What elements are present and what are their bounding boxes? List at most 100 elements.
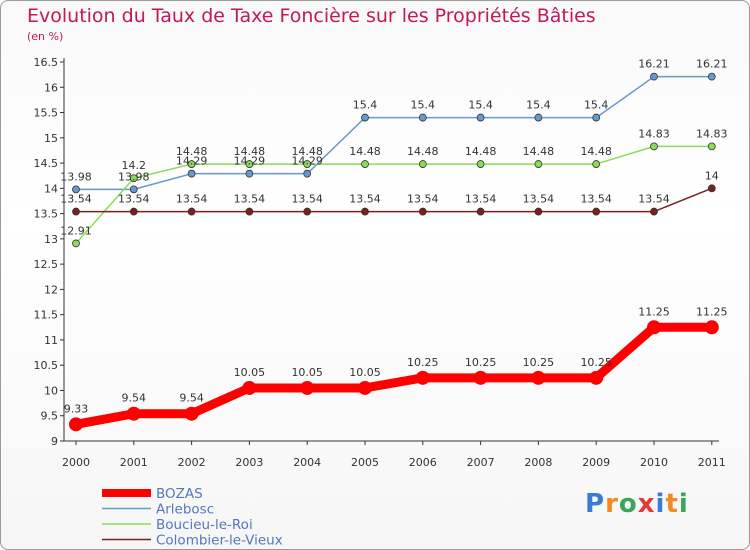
data-label: 9.33: [64, 402, 89, 415]
data-point: [707, 142, 716, 151]
data-label: 14.48: [465, 145, 497, 158]
data-point: [650, 142, 658, 151]
y-tick-label: 16: [44, 81, 58, 94]
data-point: [473, 370, 488, 385]
data-label: 14.29: [176, 155, 208, 168]
data-label: 13.54: [580, 193, 612, 206]
y-tick-label: 14.5: [34, 157, 59, 170]
series-line-bozas: [75, 322, 712, 429]
y-tick-label: 15.5: [34, 107, 59, 120]
data-label: 16.21: [696, 58, 728, 71]
data-label: 14.83: [696, 127, 728, 140]
chart-title: Evolution du Taux de Taxe Foncière sur l…: [27, 5, 596, 27]
data-label: 14.29: [234, 155, 266, 168]
data-point: [531, 370, 546, 385]
data-point: [361, 207, 369, 216]
y-tick-label: 9.5: [41, 410, 59, 423]
data-point: [300, 380, 315, 395]
data-label: 10.25: [465, 356, 497, 369]
y-tick-label: 9: [51, 435, 58, 448]
data-point: [69, 417, 83, 432]
data-point: [303, 207, 312, 216]
data-label: 9.54: [122, 392, 147, 405]
data-point: [72, 239, 80, 248]
data-point: [415, 370, 430, 385]
data-point: [650, 207, 658, 216]
logo-letter: i: [678, 489, 689, 519]
data-point: [129, 207, 138, 216]
legend: BOZASArleboscBoucieu-le-RoiColombier-le-…: [102, 486, 283, 549]
data-label: 13.54: [118, 193, 150, 206]
data-point: [589, 370, 604, 385]
data-label: 14.48: [291, 145, 323, 158]
data-label: 13.54: [465, 193, 497, 206]
data-point: [72, 185, 80, 194]
data-point: [303, 160, 312, 168]
data-label: 15.4: [353, 99, 378, 112]
data-label: 10.05: [291, 366, 323, 379]
x-tick-label: 2005: [351, 456, 379, 469]
data-point: [126, 406, 141, 421]
x-tick-label: 2004: [293, 456, 321, 469]
data-label: 13.54: [176, 193, 208, 206]
y-tick-label: 15: [44, 132, 58, 145]
y-tick-label: 16.5: [34, 56, 59, 69]
x-tick-label: 2000: [62, 456, 90, 469]
data-point: [707, 72, 716, 81]
x-tick-label: 2009: [582, 456, 610, 469]
data-label: 15.4: [584, 99, 609, 112]
data-point: [129, 185, 138, 194]
legend-label: Boucieu-le-Roi: [156, 517, 253, 533]
logo-letter: t: [665, 489, 679, 519]
y-tick-label: 13: [44, 233, 58, 246]
data-label: 13.54: [234, 193, 266, 206]
data-label: 13.54: [523, 193, 555, 206]
data-point: [358, 380, 372, 395]
data-label: 10.05: [234, 366, 266, 379]
data-label: 15.4: [411, 99, 436, 112]
data-label: 9.54: [179, 392, 204, 405]
data-point: [476, 113, 485, 122]
y-tick-label: 12: [44, 283, 58, 296]
data-label: 10.25: [580, 356, 612, 369]
legend-label: Colombier-le-Vieux: [156, 533, 283, 549]
series-line-colombier-le-vieux: [76, 187, 713, 213]
y-tick-label: 10: [44, 384, 58, 397]
data-label: 13.54: [60, 193, 92, 206]
data-point: [187, 207, 196, 216]
data-point: [245, 160, 254, 168]
x-tick-label: 2002: [178, 456, 206, 469]
data-point: [187, 160, 196, 168]
x-tick-label: 2010: [640, 456, 668, 469]
data-label: 13.98: [60, 170, 92, 183]
data-label: 13.98: [118, 170, 150, 183]
y-tick-label: 11: [44, 334, 58, 347]
data-label: 14.48: [349, 145, 381, 158]
logo-letter: i: [655, 489, 666, 519]
data-point: [361, 160, 369, 168]
data-labels-layer: 13.98 13.98 14.29 14.29 14.29 15.4 15.4 15.4 15.…: [60, 58, 727, 416]
data-label: 14.48: [234, 145, 266, 158]
series-line-boucieu-le-roi: [75, 145, 712, 244]
chart-subtitle: (en %): [27, 30, 64, 43]
data-label: 14: [705, 169, 719, 182]
data-label: 10.05: [349, 366, 381, 379]
data-point: [361, 113, 369, 122]
data-label: 13.54: [349, 193, 381, 206]
data-point: [242, 380, 257, 395]
data-point: [303, 169, 312, 178]
data-label: 11.25: [638, 305, 670, 318]
x-tick-label: 2001: [120, 456, 148, 469]
data-label: 15.4: [526, 99, 551, 112]
data-label: 15.4: [468, 99, 493, 112]
data-point: [534, 113, 543, 122]
x-tick-label: 2011: [698, 456, 726, 469]
logo-letter: x: [637, 489, 656, 519]
data-label: 10.25: [523, 356, 555, 369]
data-label: 12.91: [60, 224, 92, 237]
data-point: [592, 207, 601, 216]
data-point: [72, 207, 80, 216]
data-label: 13.54: [638, 193, 670, 206]
data-point: [187, 169, 196, 178]
